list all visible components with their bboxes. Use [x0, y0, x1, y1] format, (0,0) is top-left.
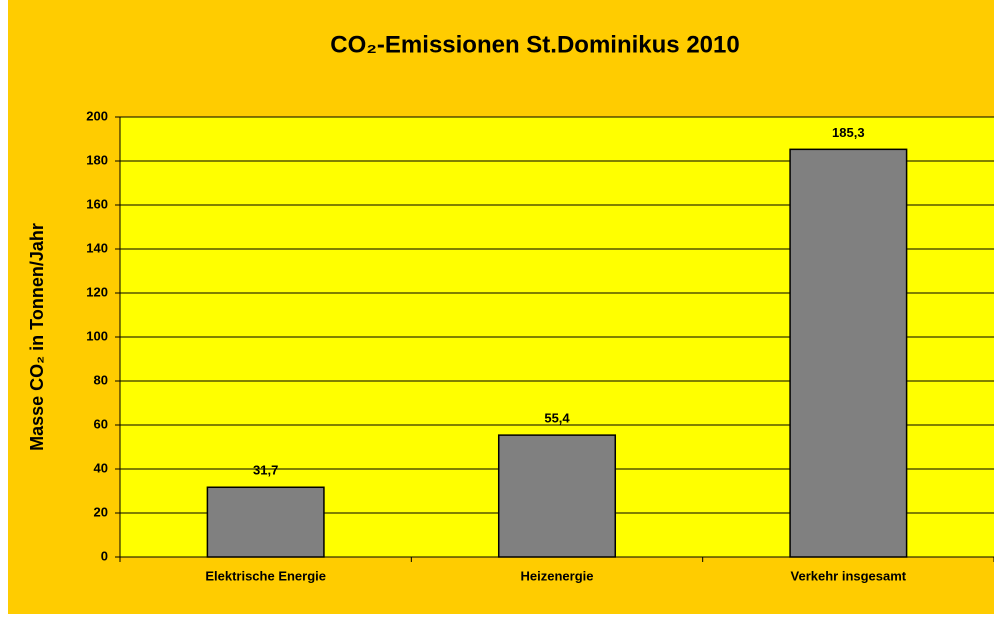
y-tick-label: 20 — [94, 504, 108, 519]
y-tick-label: 40 — [94, 460, 108, 475]
bar — [497, 434, 617, 558]
y-tick-label: 80 — [94, 372, 108, 387]
y-tick-label: 0 — [101, 548, 108, 563]
data-label: 185,3 — [832, 125, 865, 140]
y-axis-label: Masse CO₂ in Tonnen/Jahr — [27, 223, 47, 451]
y-tick-label: 60 — [94, 416, 108, 431]
y-tick-label: 100 — [86, 328, 108, 343]
y-tick-label: 160 — [86, 196, 108, 211]
data-label: 55,4 — [544, 411, 570, 426]
y-tick-label: 200 — [86, 108, 108, 123]
y-tick-label: 140 — [86, 240, 108, 255]
x-tick-label: Heizenergie — [521, 568, 594, 583]
chart-title: CO₂-Emissionen St.Dominikus 2010 — [330, 31, 739, 58]
y-tick-label: 120 — [86, 284, 108, 299]
data-label: 31,7 — [253, 463, 278, 478]
x-tick-label: Verkehr insgesamt — [791, 568, 907, 583]
x-tick-label: Elektrische Energie — [205, 568, 326, 583]
bar — [206, 486, 325, 558]
y-tick-label: 180 — [86, 152, 108, 167]
bar — [789, 148, 908, 558]
